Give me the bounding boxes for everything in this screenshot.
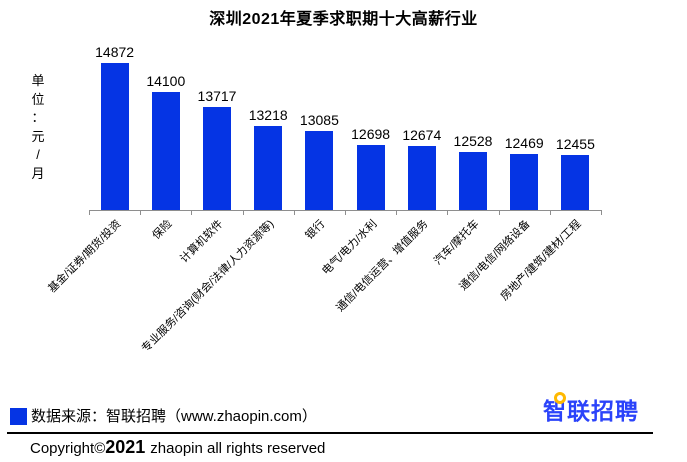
value-label: 12528 xyxy=(453,133,493,149)
bar xyxy=(407,146,436,210)
y-axis-label: 单位：元 / 月 xyxy=(31,73,45,181)
x-axis-tick xyxy=(447,210,449,215)
bar xyxy=(254,126,283,210)
chart-title: 深圳2021年夏季求职期十大高薪行业 xyxy=(209,11,478,28)
x-axis-tick xyxy=(601,210,602,215)
value-label: 13085 xyxy=(299,112,339,128)
bar xyxy=(459,152,487,210)
value-label: 13717 xyxy=(197,88,237,104)
value-label: 12674 xyxy=(402,127,442,143)
legend-swatch xyxy=(10,408,27,425)
value-label: 14872 xyxy=(95,44,135,60)
x-axis-tick xyxy=(396,210,398,215)
category-label: 基金/证券/期货/投资 xyxy=(45,218,124,296)
bar xyxy=(561,155,590,210)
bar xyxy=(356,145,385,210)
x-axis-tick xyxy=(498,210,500,215)
plot-area: 14872 基金/证券/期货/投资 14100 保险 13717 计算机软件 13218 专业… xyxy=(45,44,602,355)
value-label: 12469 xyxy=(504,135,544,151)
bar xyxy=(510,154,539,210)
x-axis-tick xyxy=(345,210,346,215)
value-label: 12698 xyxy=(351,126,391,142)
x-axis-tick xyxy=(89,210,90,215)
value-label: 12455 xyxy=(555,136,595,152)
bar xyxy=(203,107,231,210)
copyright-text: Copyright©2021 zhaopin all rights reserve… xyxy=(30,437,325,459)
copyright-year: 2021 xyxy=(105,437,146,457)
copyright-prefix: Copyright© xyxy=(30,440,106,457)
x-axis-tick xyxy=(549,210,551,215)
x-axis-tick xyxy=(293,210,295,215)
x-axis-tick xyxy=(140,210,142,215)
logo-yellow-dot-icon xyxy=(554,392,566,404)
data-source-text: 数据来源：智联招聘（www.zhaopin.com） xyxy=(31,408,317,425)
bar xyxy=(100,63,129,210)
x-axis-tick xyxy=(191,210,193,215)
footer-divider xyxy=(7,432,653,434)
bar xyxy=(305,131,334,210)
zhaopin-logo: 智联招聘 xyxy=(543,392,639,426)
value-label: 13218 xyxy=(248,107,288,123)
x-axis-tick xyxy=(242,210,244,215)
copyright-suffix: zhaopin all rights reserved xyxy=(150,440,326,457)
bar xyxy=(151,92,180,210)
value-label: 14100 xyxy=(146,73,186,89)
